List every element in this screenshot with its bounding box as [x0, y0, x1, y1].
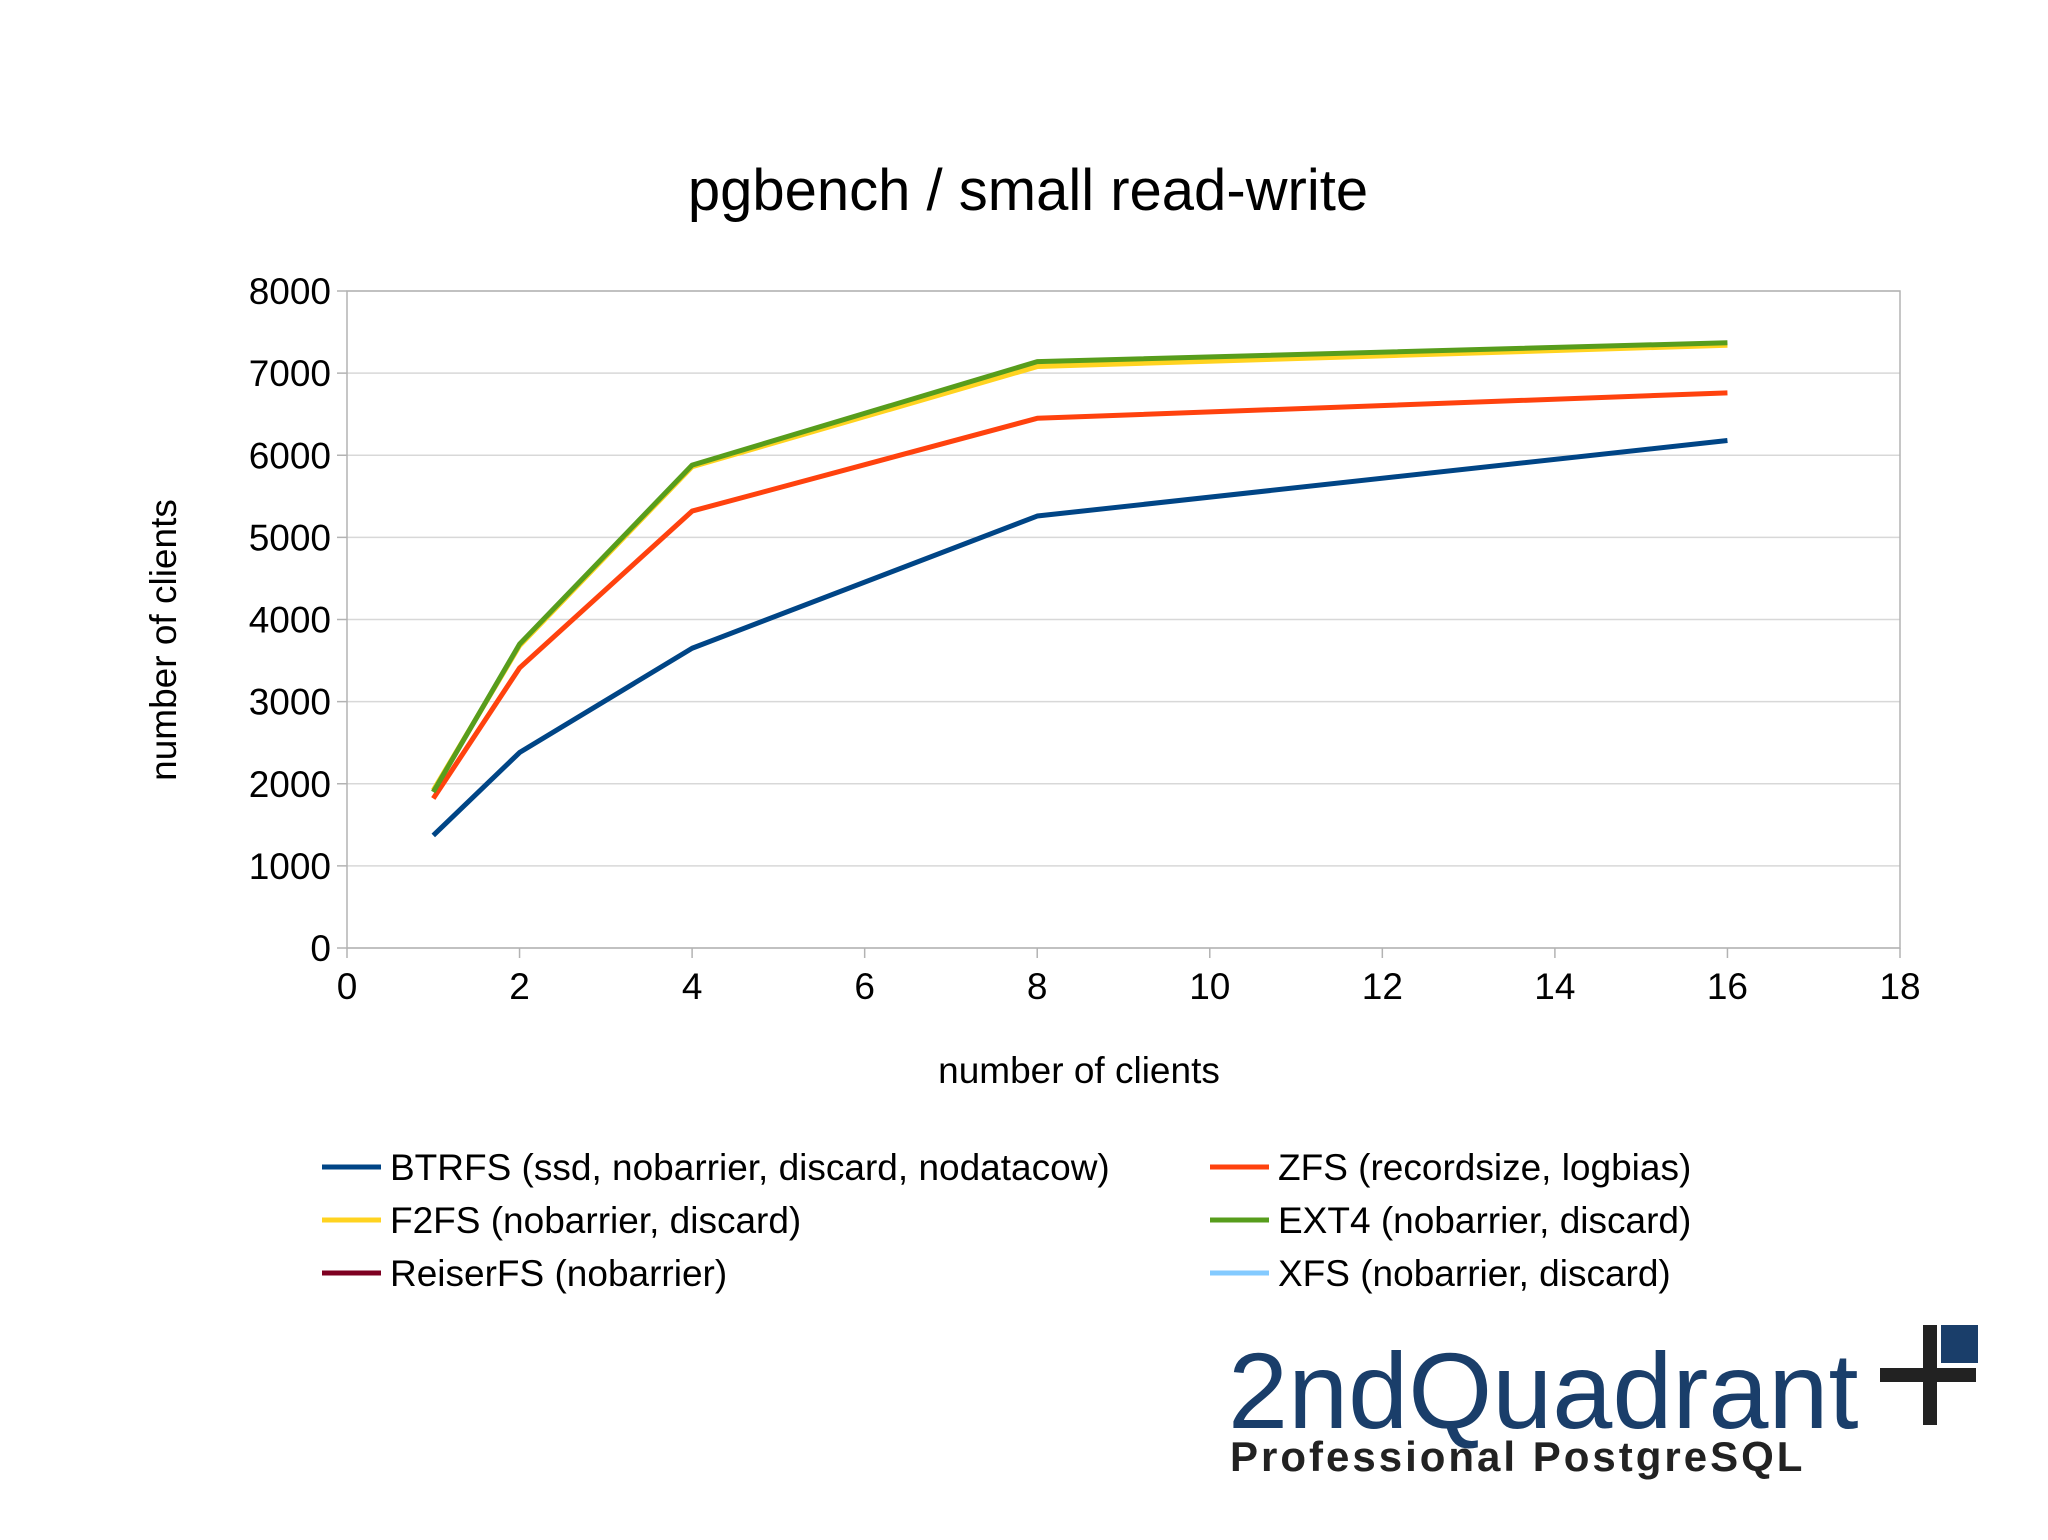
x-tick-label: 8	[1027, 966, 1048, 1007]
chart-title: pgbench / small read-write	[688, 158, 1368, 223]
x-tick-label: 12	[1362, 966, 1403, 1007]
logo: 2ndQuadrant Professional PostgreSQL	[1228, 1325, 1978, 1480]
y-axis-label: number of clients	[143, 499, 184, 781]
legend-label: XFS (nobarrier, discard)	[1278, 1253, 1671, 1294]
x-tick-label: 16	[1707, 966, 1748, 1007]
legend-label: F2FS (nobarrier, discard)	[390, 1200, 801, 1241]
y-tick-label: 6000	[249, 435, 331, 476]
x-tick-label: 6	[854, 966, 875, 1007]
series-line	[431, 390, 1728, 800]
y-tick-label: 7000	[249, 353, 331, 394]
logo-tagline: Professional PostgreSQL	[1230, 1433, 1805, 1480]
x-tick-label: 0	[337, 966, 358, 1007]
x-tick-label: 10	[1189, 966, 1230, 1007]
y-tick-label: 1000	[249, 846, 331, 887]
x-tick-label: 2	[509, 966, 530, 1007]
y-tick-label: 4000	[249, 600, 331, 641]
logo-cross-horizontal	[1880, 1368, 1976, 1382]
x-axis-label: number of clients	[938, 1050, 1220, 1091]
x-tick-label: 14	[1534, 966, 1575, 1007]
y-tick-label: 0	[310, 928, 331, 969]
legend-label: ReiserFS (nobarrier)	[390, 1253, 727, 1294]
y-tick-label: 3000	[249, 682, 331, 723]
legend-label: ZFS (recordsize, logbias)	[1278, 1147, 1691, 1188]
x-tick-label: 18	[1879, 966, 1920, 1007]
logo-square	[1941, 1325, 1978, 1363]
x-tick-label: 4	[682, 966, 703, 1007]
y-tick-label: 8000	[249, 271, 331, 312]
series-line	[431, 437, 1728, 838]
logo-name: 2ndQuadrant	[1228, 1330, 1859, 1451]
series-line	[431, 340, 1728, 794]
legend-label: EXT4 (nobarrier, discard)	[1278, 1200, 1691, 1241]
y-tick-label: 5000	[249, 517, 331, 558]
legend-label: BTRFS (ssd, nobarrier, discard, nodataco…	[390, 1147, 1110, 1188]
plot-border	[346, 290, 1901, 949]
y-tick-label: 2000	[249, 764, 331, 805]
